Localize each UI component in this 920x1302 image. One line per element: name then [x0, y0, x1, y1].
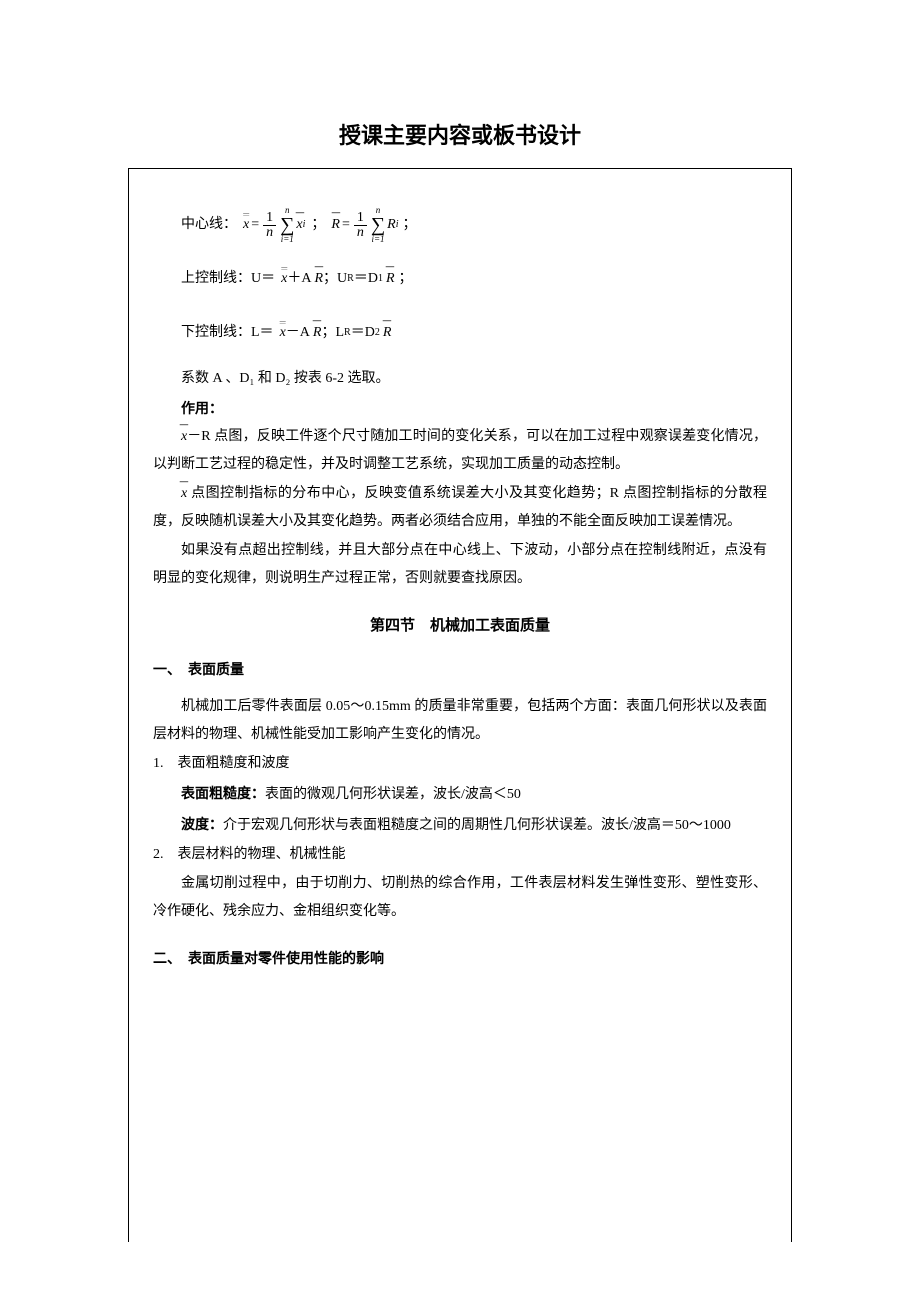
zuoyong-p3: 如果没有点超出控制线，并且大部分点在中心线上、下波动，小部分点在控制线附近，点没… [153, 537, 767, 593]
item1-a: 表面粗糙度：表面的微观几何形状误差，波长/波高＜50 [153, 779, 767, 809]
eq-d2: ＝D [351, 319, 375, 347]
item1b-text: 介于宏观几何形状与表面粗糙度之间的周期性几何形状误差。波长/波高＝50～1000 [223, 818, 731, 833]
sep2: ； [402, 211, 416, 239]
item1-b: 波度：介于宏观几何形状与表面粗糙度之间的周期性几何形状误差。波长/波高＝50～1… [153, 810, 767, 840]
page-title: 授课主要内容或板书设计 [128, 118, 792, 150]
zuoyong-p1: x－R 点图，反映工件逐个尺寸随加工时间的变化关系，可以在加工过程中观察误差变化… [153, 423, 767, 479]
section4-intro: 机械加工后零件表面层 0.05～0.15mm 的质量非常重要，包括两个方面：表面… [153, 693, 767, 749]
sub-r1: R [347, 269, 354, 289]
item1a-text: 表面的微观几何形状误差，波长/波高＜50 [265, 787, 521, 802]
center-label: 中心线： [181, 211, 237, 239]
item1a-label: 表面粗糙度： [181, 785, 265, 801]
formula-rbar: R= 1n n∑i=1 Ri [331, 206, 398, 244]
formula-upper-line: 上控制线：U＝ x ＋A R ；UR ＝D1 R ； [153, 257, 767, 301]
lower-label: 下控制线：L＝ [181, 319, 274, 347]
zuoyong-heading: 作用： [153, 394, 767, 422]
minus-a: －A [286, 319, 310, 347]
content-box: 中心线： x= 1n n∑i=1 xi ； R= 1n n∑i=1 Ri ； 上… [128, 168, 792, 1242]
sub-d1: 1 [378, 269, 383, 289]
sep3: ； [399, 265, 413, 293]
section4-h2: 二、 表面质量对零件使用性能的影响 [153, 944, 767, 972]
plus-a: ＋A [287, 265, 311, 293]
upper-mid: ；U [323, 265, 347, 293]
formula-lower-line: 下控制线：L＝ x －A R ；LR ＝D2 R [153, 311, 767, 355]
zuoyong-p2: x 点图控制指标的分布中心，反映变值系统误差大小及其变化趋势；R 点图控制指标的… [153, 480, 767, 536]
upper-label: 上控制线：U＝ [181, 265, 275, 293]
section4-h1: 一、 表面质量 [153, 655, 767, 683]
formula-xbarbar: x= 1n n∑i=1 xi [243, 206, 305, 244]
item1-num: 1. 表面粗糙度和波度 [153, 750, 767, 778]
section4-title: 第四节 机械加工表面质量 [153, 611, 767, 641]
coeff-line: 系数 A 、D₁ 和 D₂ 按表 6-2 选取。 [153, 365, 767, 393]
sub-r2: R [344, 323, 351, 343]
sep: ； [311, 211, 325, 239]
formula-center-line: 中心线： x= 1n n∑i=1 xi ； R= 1n n∑i=1 Ri ； [153, 203, 767, 247]
item1b-label: 波度： [181, 816, 223, 832]
zy-p1-text: －R 点图，反映工件逐个尺寸随加工时间的变化关系，可以在加工过程中观察误差变化情… [153, 429, 767, 472]
item2-body: 金属切削过程中，由于切削力、切削热的综合作用，工件表层材料发生弹性变形、塑性变形… [153, 870, 767, 926]
zy-p2-text: 点图控制指标的分布中心，反映变值系统误差大小及其变化趋势；R 点图控制指标的分散… [153, 486, 767, 529]
lower-mid: ；L [321, 319, 344, 347]
sub-d2: 2 [375, 323, 380, 343]
item2-num: 2. 表层材料的物理、机械性能 [153, 841, 767, 869]
eq-d1: ＝D [354, 265, 378, 293]
